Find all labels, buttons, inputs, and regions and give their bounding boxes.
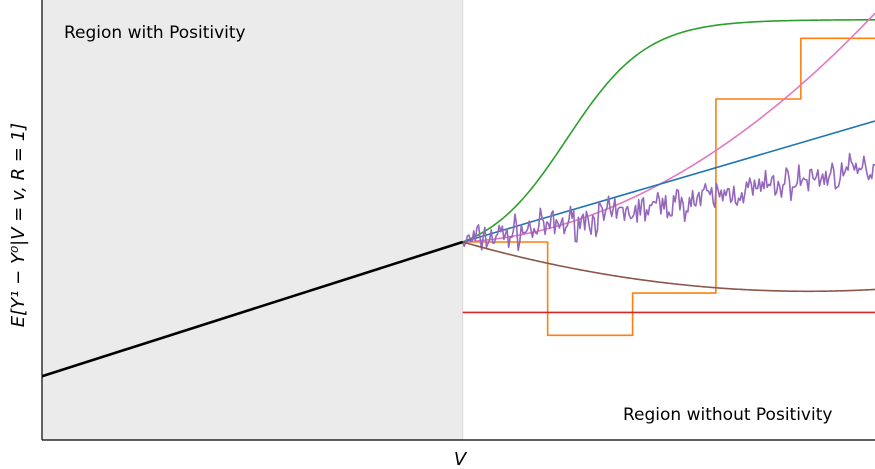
extrapolation-series-6	[462, 241, 875, 293]
extrapolation-series-5	[461, 152, 875, 252]
extrapolation-series-2	[462, 37, 875, 337]
no-positivity-region-label: Region without Positivity	[623, 405, 832, 425]
extrapolation-series-4	[462, 120, 875, 243]
x-axis-label: V	[454, 449, 468, 469]
extrapolation-series-3	[462, 12, 875, 243]
extrapolation-series-1	[462, 19, 875, 243]
y-axis-label: E[Y¹ − Y⁰|V = v, R = 1]	[8, 123, 29, 327]
observed-effect-line	[41, 240, 464, 378]
positivity-region-shade	[42, 0, 463, 440]
positivity-region-label: Region with Positivity	[64, 23, 246, 43]
plot-area	[41, 0, 875, 441]
